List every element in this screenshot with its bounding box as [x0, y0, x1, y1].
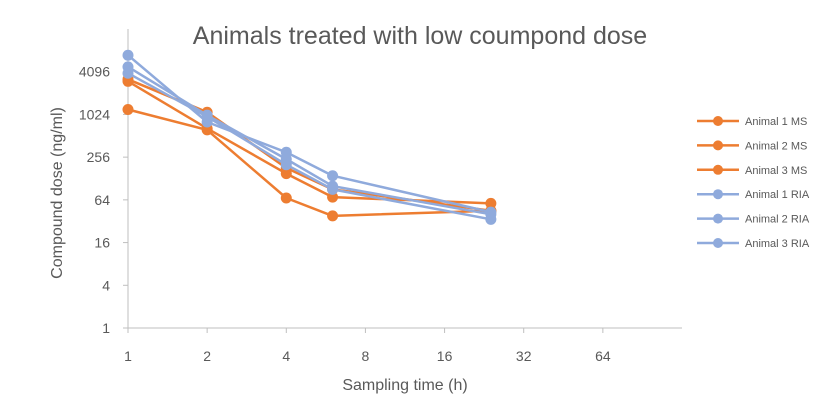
- legend-swatch-marker: [713, 213, 723, 224]
- legend-label: Animal 3 MS: [745, 165, 807, 177]
- legend-label: Animal 2 RIA: [745, 214, 810, 226]
- data-point: [122, 67, 134, 79]
- x-tick-label: 16: [437, 348, 453, 364]
- y-tick-label: 16: [94, 235, 110, 251]
- legend-swatch-marker: [713, 140, 723, 151]
- data-point: [122, 49, 134, 61]
- x-tick-label: 2: [203, 348, 211, 364]
- x-tick-label: 4: [282, 348, 290, 364]
- y-tick-label: 64: [94, 192, 110, 208]
- legend-swatch-marker: [713, 238, 723, 248]
- legend-swatch-marker: [713, 116, 723, 126]
- series-line-6: [127, 72, 492, 221]
- y-tick-label: 256: [87, 149, 111, 165]
- data-point: [280, 159, 292, 171]
- y-tick-label: 4096: [79, 64, 110, 80]
- data-point: [122, 104, 134, 116]
- legend-label: Animal 2 MS: [745, 140, 807, 152]
- data-point: [327, 183, 339, 195]
- data-point: [327, 210, 339, 222]
- legend: Animal 1 MS Animal 2 MS Animal 3 MS Animal …: [697, 116, 810, 250]
- x-tick-label: 1: [124, 348, 132, 364]
- data-point: [327, 191, 339, 203]
- y-axis-title: Compound dose (ng/ml): [49, 107, 66, 279]
- y-tick-label: 1: [102, 320, 110, 336]
- y-tick-label: 4: [102, 277, 110, 293]
- legend-label: Animal 1 MS: [745, 116, 807, 128]
- legend-label: Animal 1 RIA: [745, 189, 810, 201]
- x-tick-label: 32: [516, 348, 532, 364]
- x-axis-title: Sampling time (h): [342, 377, 467, 394]
- legend-swatch-marker: [713, 189, 723, 200]
- y-tick-label: 1024: [79, 106, 110, 122]
- legend-swatch-marker: [713, 164, 723, 175]
- series-line-5: [127, 65, 492, 216]
- chart-title: Animals treated with low coumpond dose: [193, 22, 647, 50]
- data-point: [201, 111, 213, 123]
- data-point: [280, 192, 292, 204]
- plot-area: 1 4 16 64 256 1024 4096 1 2 4 8 16 32 64: [79, 29, 682, 364]
- data-point: [327, 170, 339, 182]
- legend-label: Animal 3 RIA: [745, 238, 810, 250]
- series-line-4: [127, 54, 492, 214]
- x-tick-label: 64: [595, 348, 611, 364]
- data-point: [485, 213, 497, 225]
- x-tick-label: 8: [362, 348, 370, 364]
